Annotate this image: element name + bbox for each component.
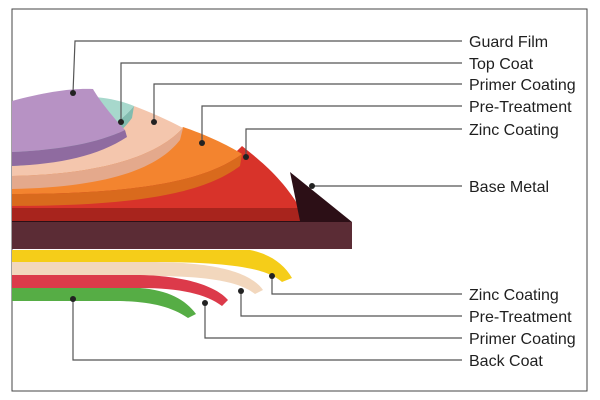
layer-primer-coating-bottom (12, 275, 228, 306)
label-top-coat: Top Coat (469, 56, 534, 73)
dot-primer-coating-top (151, 119, 157, 125)
label-pre-treatment-top: Pre-Treatment (469, 99, 572, 116)
leader-dots (70, 90, 315, 306)
dot-zinc-coating-bottom (269, 273, 275, 279)
label-zinc-coating-bottom: Zinc Coating (469, 287, 559, 304)
leader-lines (72, 40, 462, 361)
layer-zinc-coating-top-edge (12, 208, 300, 221)
leader-pre-treatment-top (201, 105, 462, 143)
dot-base-metal (309, 183, 315, 189)
dot-back-coat (70, 296, 76, 302)
lower-layers (12, 250, 292, 318)
dot-top-coat (118, 119, 124, 125)
label-pre-treatment-bottom: Pre-Treatment (469, 309, 572, 326)
layer-zinc-coating-bottom (12, 250, 292, 282)
leader-top-coat (120, 62, 462, 122)
layer-guard-film-edge (12, 130, 127, 166)
dot-zinc-coating-top (243, 154, 249, 160)
layer-primer-coating-top-edge (12, 128, 183, 189)
dot-pre-treatment-top (199, 140, 205, 146)
base-metal (12, 172, 352, 249)
leader-primer-coating-bottom (204, 303, 462, 339)
leader-pre-treatment-bottom (240, 291, 462, 317)
label-primer-coating-top: Primer Coating (469, 77, 576, 94)
layer-back-coat (12, 288, 196, 318)
label-base-metal: Base Metal (469, 179, 549, 196)
layer-pre-treatment-bottom (12, 262, 263, 294)
layer-pre-treatment-top-edge (12, 154, 242, 206)
leader-zinc-coating-top (245, 128, 462, 157)
dot-primer-coating-bottom (202, 300, 208, 306)
base-metal-front-face (12, 222, 352, 249)
leader-zinc-coating-bottom (271, 276, 462, 295)
label-guard-film: Guard Film (469, 34, 548, 51)
upper-layers (12, 88, 300, 221)
base-metal-top-face (12, 172, 352, 222)
label-zinc-coating-top: Zinc Coating (469, 122, 559, 139)
dot-pre-treatment-bottom (238, 288, 244, 294)
label-back-coat: Back Coat (469, 353, 543, 370)
layer-guard-film (12, 88, 125, 152)
dot-guard-film (70, 90, 76, 96)
labels: Guard Film Top Coat Primer Coating Pre-T… (469, 34, 576, 370)
leader-primer-coating-top (153, 83, 462, 122)
label-primer-coating-bottom: Primer Coating (469, 331, 576, 348)
leader-guard-film (72, 40, 462, 94)
leader-back-coat (72, 299, 462, 361)
